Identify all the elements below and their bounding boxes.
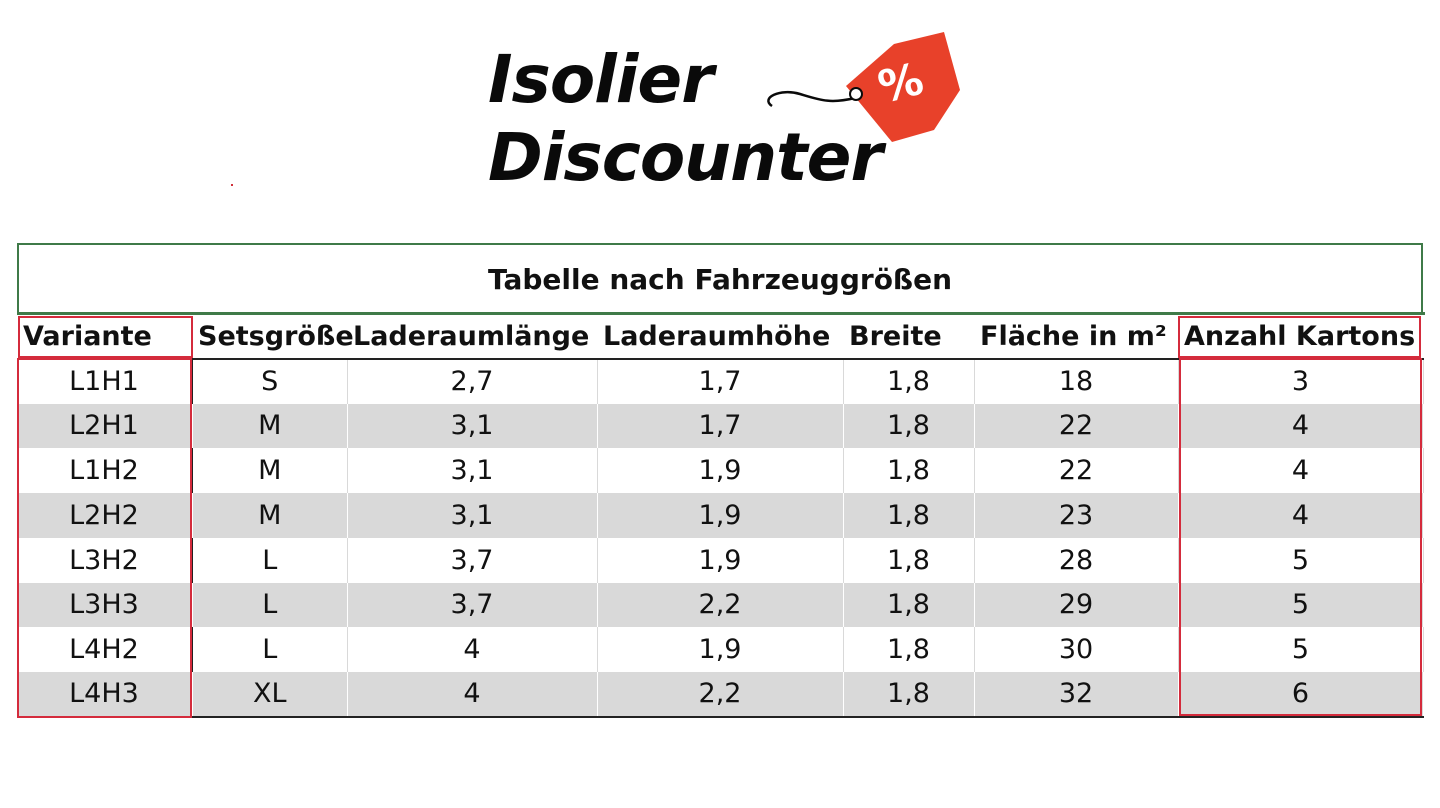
cell-laderaumlaenge: 3,1 xyxy=(347,448,598,493)
cell-flaeche: 29 xyxy=(974,582,1179,628)
table-body: L1H1 S 2,7 1,7 1,8 18 3 L2H1 M 3,1 1,7 1,8 22 4 L1H2 M 3… xyxy=(17,358,1424,718)
cell-setsgroesse: S xyxy=(192,358,348,404)
cell-flaeche: 32 xyxy=(974,672,1179,718)
table-header-row: Variante Setsgröße Laderaumlänge Laderau… xyxy=(17,313,1423,360)
cell-laderaumlaenge: 3,1 xyxy=(347,403,598,449)
cell-anzahl-kartons: 3 xyxy=(1178,358,1424,404)
cell-laderaumlaenge: 3,7 xyxy=(347,582,598,628)
cell-laderaumlaenge: 4 xyxy=(347,627,598,672)
cell-variante: L4H3 xyxy=(17,672,193,718)
table-title: Tabelle nach Fahrzeuggrößen xyxy=(17,243,1423,313)
header-setsgroesse: Setsgröße xyxy=(192,313,354,360)
table-row: L3H3 L 3,7 2,2 1,8 29 5 xyxy=(17,582,1424,628)
cell-laderaumhoehe: 1,9 xyxy=(597,627,844,672)
cell-breite: 1,8 xyxy=(843,582,975,628)
header-breite: Breite xyxy=(843,313,974,360)
header-variante: Variante xyxy=(17,313,192,360)
logo-text-line2: Discounter xyxy=(488,119,883,196)
cell-variante: L1H2 xyxy=(17,448,193,493)
cell-setsgroesse: XL xyxy=(192,672,348,718)
cell-laderaumlaenge: 2,7 xyxy=(347,358,598,404)
logo-text-line1: Isolier xyxy=(488,41,714,118)
table-row: L1H2 M 3,1 1,9 1,8 22 4 xyxy=(17,448,1424,493)
cell-flaeche: 30 xyxy=(974,627,1179,672)
table-row: L2H1 M 3,1 1,7 1,8 22 4 xyxy=(17,403,1424,449)
cell-variante: L3H2 xyxy=(17,537,193,583)
cell-breite: 1,8 xyxy=(843,448,975,493)
cell-setsgroesse: L xyxy=(192,582,348,628)
price-tag-icon: % xyxy=(767,32,960,142)
cell-breite: 1,8 xyxy=(843,493,975,538)
cell-breite: 1,8 xyxy=(843,672,975,718)
cell-laderaumhoehe: 1,7 xyxy=(597,403,844,449)
cell-breite: 1,8 xyxy=(843,403,975,449)
cell-laderaumhoehe: 2,2 xyxy=(597,582,844,628)
cell-laderaumlaenge: 3,7 xyxy=(347,537,598,583)
cell-anzahl-kartons: 4 xyxy=(1178,493,1424,538)
cell-breite: 1,8 xyxy=(843,627,975,672)
cell-laderaumhoehe: 1,9 xyxy=(597,493,844,538)
cell-flaeche: 23 xyxy=(974,493,1179,538)
cell-laderaumhoehe: 1,9 xyxy=(597,537,844,583)
table-row: L4H2 L 4 1,9 1,8 30 5 xyxy=(17,627,1424,672)
stray-mark xyxy=(231,184,233,186)
cell-breite: 1,8 xyxy=(843,358,975,404)
cell-variante: L2H1 xyxy=(17,403,193,449)
table-row: L3H2 L 3,7 1,9 1,8 28 5 xyxy=(17,537,1424,583)
cell-variante: L1H1 xyxy=(17,358,193,404)
cell-setsgroesse: M xyxy=(192,403,348,449)
cell-flaeche: 28 xyxy=(974,537,1179,583)
cell-flaeche: 22 xyxy=(974,403,1179,449)
cell-flaeche: 18 xyxy=(974,358,1179,404)
table-row: L4H3 XL 4 2,2 1,8 32 6 xyxy=(17,672,1424,718)
cell-variante: L2H2 xyxy=(17,493,193,538)
brand-logo: Isolier Discounter % xyxy=(480,28,964,196)
cell-flaeche: 22 xyxy=(974,448,1179,493)
cell-laderaumlaenge: 3,1 xyxy=(347,493,598,538)
table-row: L1H1 S 2,7 1,7 1,8 18 3 xyxy=(17,358,1424,404)
header-laderaumlaenge: Laderaumlänge xyxy=(347,313,597,360)
vehicle-size-table: Variante Setsgröße Laderaumlänge Laderau… xyxy=(17,313,1424,718)
header-flaeche: Fläche in m² xyxy=(974,313,1178,360)
header-anzahl-kartons: Anzahl Kartons xyxy=(1178,313,1423,360)
cell-breite: 1,8 xyxy=(843,537,975,583)
cell-setsgroesse: L xyxy=(192,537,348,583)
cell-laderaumhoehe: 1,9 xyxy=(597,448,844,493)
cell-laderaumhoehe: 2,2 xyxy=(597,672,844,718)
cell-laderaumhoehe: 1,7 xyxy=(597,358,844,404)
cell-setsgroesse: M xyxy=(192,448,348,493)
cell-laderaumlaenge: 4 xyxy=(347,672,598,718)
cell-anzahl-kartons: 5 xyxy=(1178,582,1424,628)
cell-setsgroesse: M xyxy=(192,493,348,538)
header-laderaumhoehe: Laderaumhöhe xyxy=(597,313,843,360)
table-row: L2H2 M 3,1 1,9 1,8 23 4 xyxy=(17,493,1424,538)
cell-setsgroesse: L xyxy=(192,627,348,672)
cell-anzahl-kartons: 6 xyxy=(1178,672,1424,718)
cell-anzahl-kartons: 4 xyxy=(1178,403,1424,449)
cell-anzahl-kartons: 5 xyxy=(1178,627,1424,672)
cell-variante: L4H2 xyxy=(17,627,193,672)
cell-variante: L3H3 xyxy=(17,582,193,628)
cell-anzahl-kartons: 5 xyxy=(1178,537,1424,583)
cell-anzahl-kartons: 4 xyxy=(1178,448,1424,493)
